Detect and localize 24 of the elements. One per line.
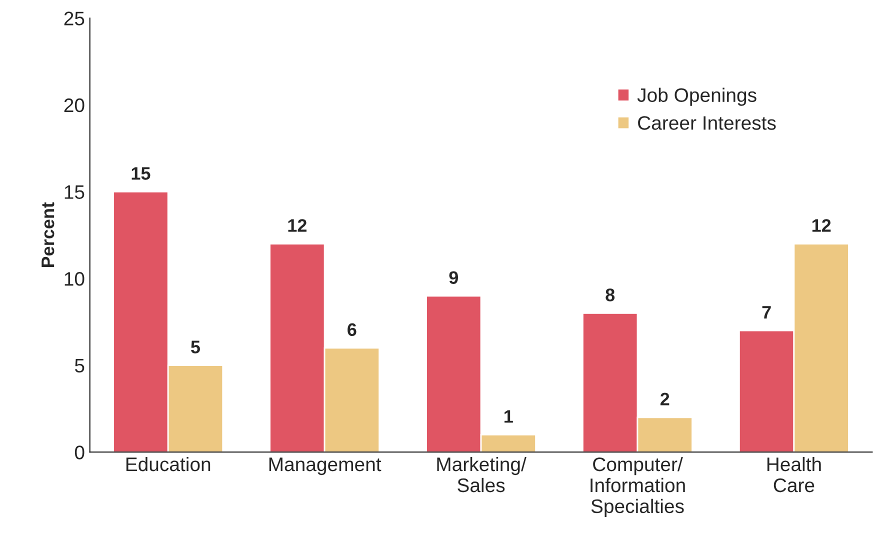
y-tick-label: 25 <box>64 12 84 26</box>
data-label: 2 <box>660 392 670 406</box>
x-tick-label: Education <box>126 456 210 472</box>
legend-label: Career Interests <box>638 116 776 130</box>
data-label: 9 <box>449 271 458 284</box>
legend-label: Job Openings <box>637 88 756 106</box>
data-label: 1 <box>504 410 513 423</box>
y-tick-label: 10 <box>64 272 84 286</box>
data-label: 15 <box>132 167 150 180</box>
x-tick-label: Health Care <box>767 456 821 492</box>
data-label: 8 <box>606 288 615 302</box>
y-tick-label: 15 <box>64 185 84 199</box>
x-tick-label: Management <box>269 458 382 476</box>
data-label: 7 <box>762 306 771 319</box>
x-tick-label: Computer/ Information Specialties <box>590 456 685 517</box>
data-label: 5 <box>191 340 200 354</box>
x-tick-label: Marketing/ Sales <box>437 456 526 492</box>
y-tick-label: 20 <box>64 98 84 112</box>
y-tick-label: 0 <box>74 446 84 460</box>
data-label: 12 <box>288 219 306 232</box>
y-tick-label: 5 <box>74 358 84 373</box>
data-label: 6 <box>348 323 356 336</box>
data-label: 12 <box>812 219 831 232</box>
y-axis-title: Percent <box>42 202 54 268</box>
